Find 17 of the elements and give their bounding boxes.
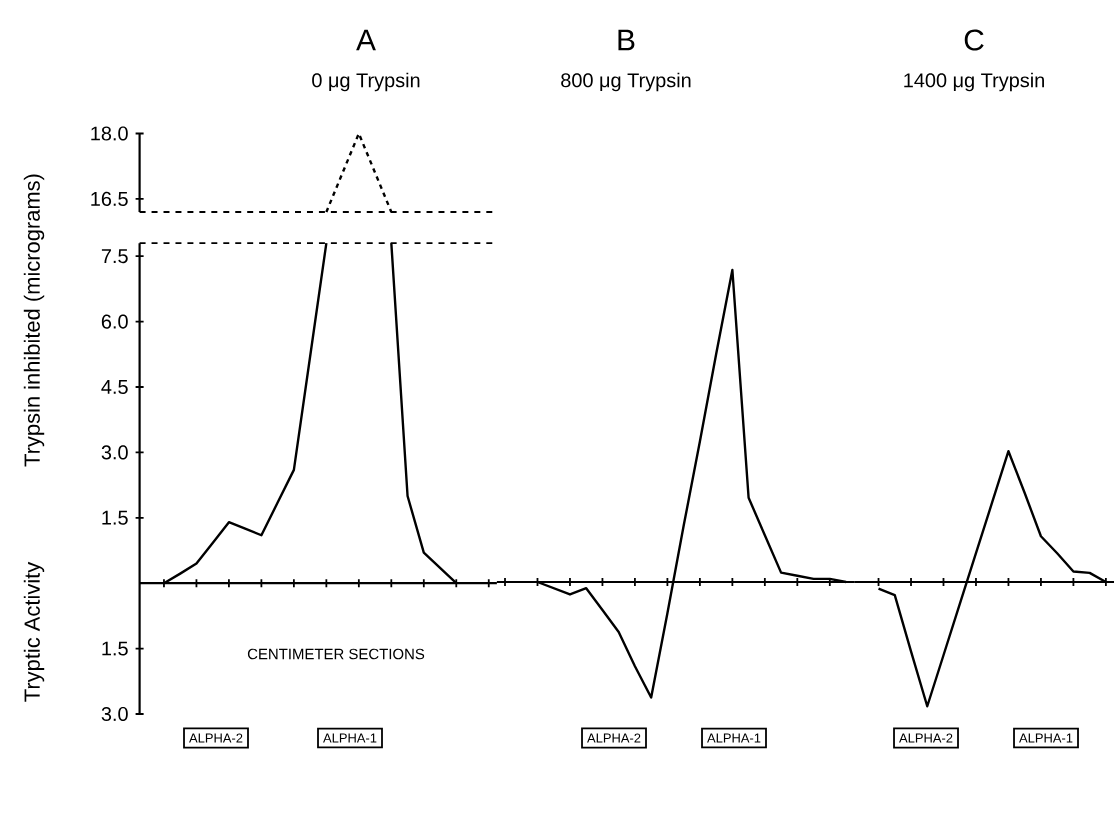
y-tick-label: 4.5 [101, 380, 128, 394]
y-tick-label: 1.5 [102, 641, 128, 656]
chart-title: C [964, 29, 984, 51]
y-tick-label: 6.0 [101, 314, 128, 329]
y-tick-label: 7.5 [101, 249, 128, 264]
chart-title: A [356, 29, 376, 51]
text: Tryptic Activity [23, 561, 45, 702]
y-tick-label: 16.5 [91, 191, 128, 206]
y-tick-label: 18.0 [91, 126, 128, 141]
chart-subtitle: 0 μg Trypsin [312, 72, 420, 92]
chart-title: B [618, 29, 635, 51]
y-axis-title: Trypsin inhibited (micrograms) [23, 174, 45, 467]
chart-subtitle: 800 μg Trypsin [561, 72, 691, 92]
y-tick-label: 3.0 [101, 706, 128, 722]
y-tick-label: 1.5 [102, 510, 128, 525]
y-tick-label: 3.0 [101, 445, 128, 460]
chart-subtitle: 1400 μg Trypsin [904, 72, 1044, 92]
